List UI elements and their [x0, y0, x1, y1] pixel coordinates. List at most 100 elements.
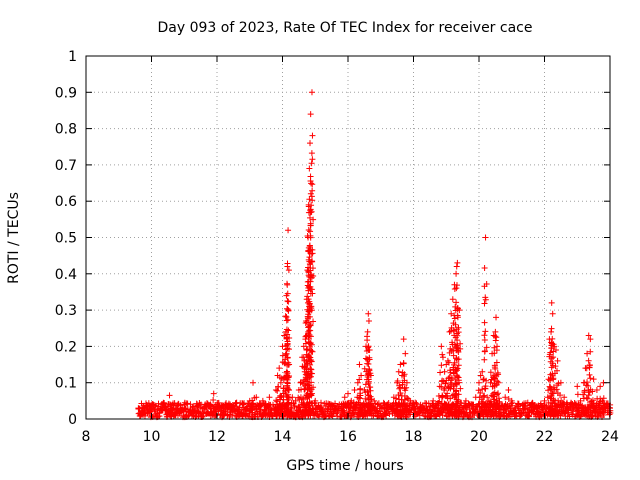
data-point [455, 379, 462, 386]
data-point [341, 408, 348, 415]
data-point [541, 397, 548, 404]
data-point [308, 180, 315, 187]
y-tick-label: 0.2 [55, 339, 77, 355]
data-point [233, 399, 240, 406]
data-point [403, 403, 410, 410]
data-point [455, 374, 462, 381]
data-point [366, 410, 373, 417]
data-point [358, 372, 365, 379]
data-point [362, 395, 369, 402]
data-point [561, 394, 568, 401]
data-point [401, 408, 408, 415]
data-point [308, 366, 315, 373]
data-point [453, 408, 460, 415]
data-point [308, 286, 315, 293]
data-point [309, 132, 316, 139]
data-point [417, 405, 424, 412]
data-point [587, 348, 594, 355]
data-point [481, 319, 488, 326]
data-point [210, 390, 217, 397]
data-point [393, 409, 400, 416]
y-tick-label: 0.4 [55, 267, 77, 283]
data-point [554, 367, 561, 374]
data-point [492, 333, 499, 340]
data-point [284, 305, 291, 312]
data-point [283, 350, 290, 357]
data-point [148, 405, 155, 412]
data-point [577, 397, 584, 404]
data-point [306, 332, 313, 339]
data-point [587, 375, 594, 382]
data-point [453, 367, 460, 374]
data-point [308, 209, 315, 216]
data-point [356, 361, 363, 368]
data-point [457, 385, 464, 392]
data-point [308, 150, 315, 157]
data-point [550, 348, 557, 355]
data-point [309, 156, 316, 163]
data-point [508, 397, 515, 404]
data-point [584, 379, 591, 386]
data-point [583, 365, 590, 372]
data-point [469, 401, 476, 408]
data-point [584, 395, 591, 402]
data-point [491, 350, 498, 357]
data-point [306, 247, 313, 254]
data-point [279, 401, 286, 408]
data-point [325, 403, 332, 410]
data-point [455, 396, 462, 403]
data-point [526, 413, 533, 420]
data-point [592, 404, 599, 411]
data-point [589, 397, 596, 404]
data-point [284, 374, 291, 381]
data-point [496, 398, 503, 405]
data-point [437, 369, 444, 376]
data-point [438, 362, 445, 369]
data-point [445, 359, 452, 366]
data-point [184, 400, 191, 407]
data-point [552, 347, 559, 354]
x-tick-label: 14 [274, 429, 292, 445]
data-point [367, 393, 374, 400]
data-point [310, 216, 317, 223]
data-point [453, 387, 460, 394]
data-point [273, 404, 280, 411]
data-point [413, 400, 420, 407]
data-point [438, 343, 445, 350]
data-point [135, 405, 142, 412]
data-point [285, 227, 292, 234]
y-tick-label: 0 [68, 412, 77, 428]
data-point [289, 394, 296, 401]
x-tick-label: 8 [82, 429, 91, 445]
data-point [574, 383, 581, 390]
data-point [446, 328, 453, 335]
data-point [364, 360, 371, 367]
data-point [145, 408, 152, 415]
data-point [365, 310, 372, 317]
data-point [580, 391, 587, 398]
data-point [494, 378, 501, 385]
data-point [259, 397, 266, 404]
data-point [306, 351, 313, 358]
data-point [308, 202, 315, 209]
data-point [345, 390, 351, 397]
data-point [453, 299, 460, 306]
data-point [391, 403, 398, 410]
data-point [449, 296, 456, 303]
data-point [306, 214, 313, 221]
data-point [410, 405, 417, 412]
data-point [549, 360, 556, 367]
data-point [166, 392, 173, 399]
data-point [450, 401, 457, 408]
data-point [286, 335, 293, 342]
data-point [284, 316, 291, 323]
data-point [549, 310, 556, 317]
y-axis-title: ROTI / TECUs [6, 192, 22, 284]
chart-title: Day 093 of 2023, Rate Of TEC Index for r… [158, 20, 533, 36]
data-point [279, 352, 286, 359]
data-point [453, 270, 460, 277]
data-point [600, 410, 607, 417]
data-point [155, 412, 162, 419]
data-point [554, 357, 561, 364]
